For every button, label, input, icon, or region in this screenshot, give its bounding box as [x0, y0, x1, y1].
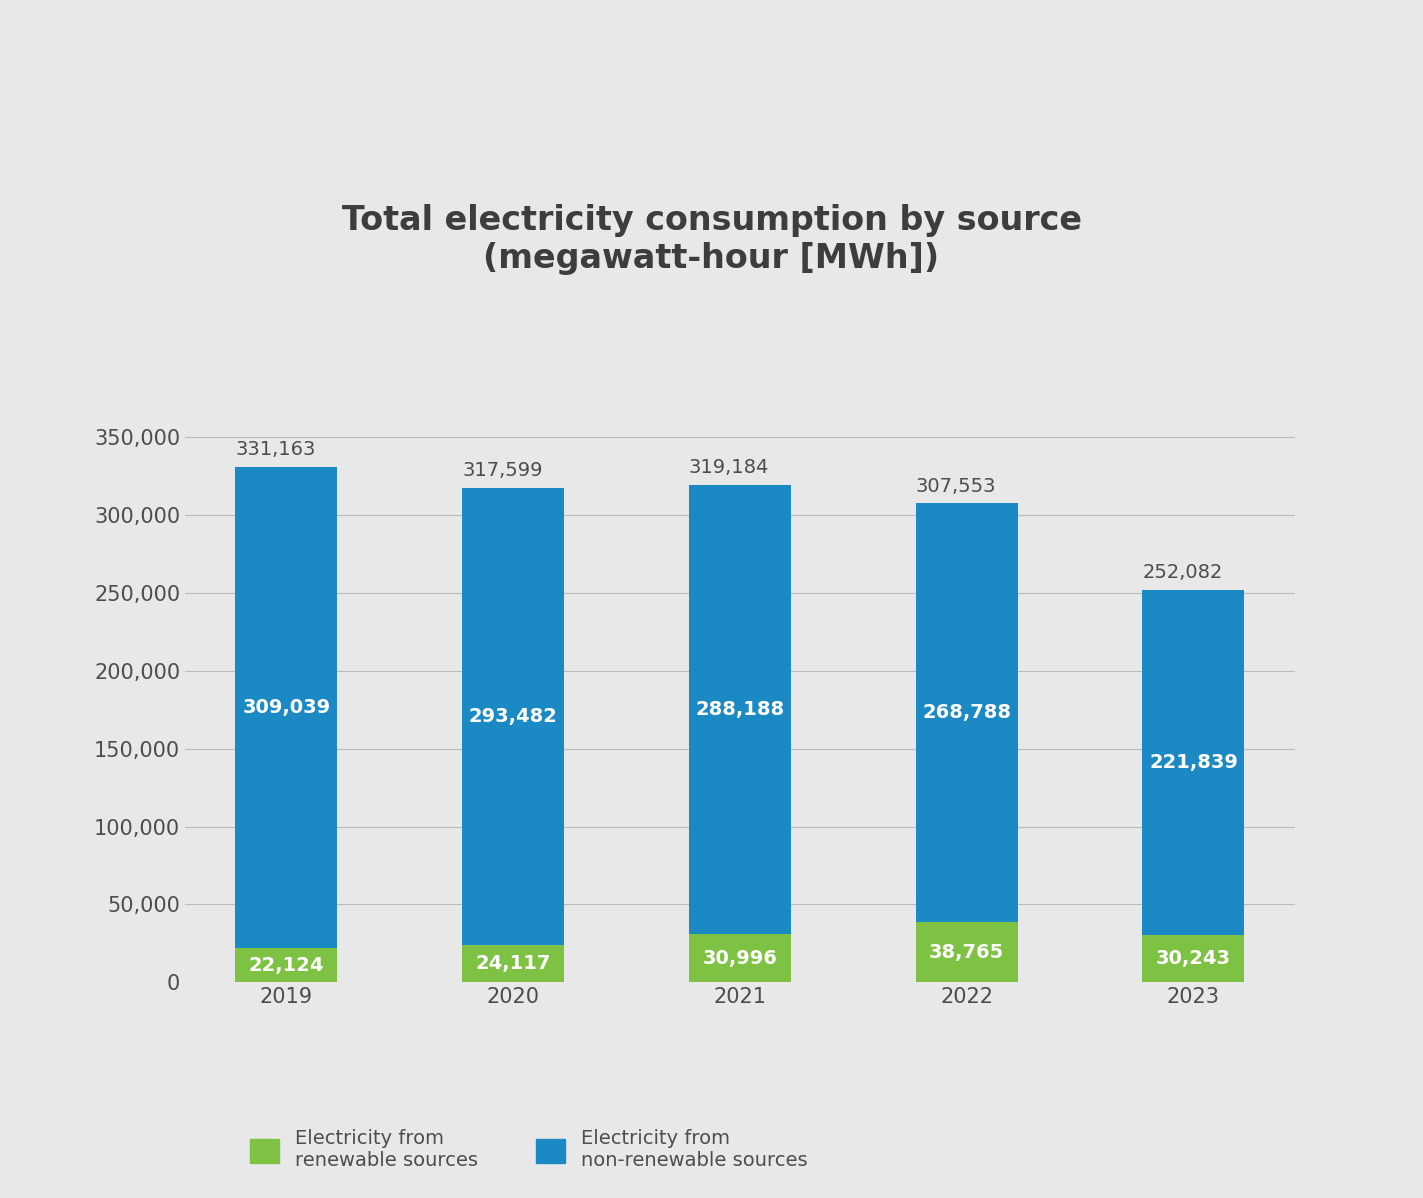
Bar	[235, 948, 337, 982]
Bar	[1143, 589, 1245, 936]
Text: 252,082: 252,082	[1143, 563, 1222, 582]
Bar	[915, 503, 1017, 922]
Text: 293,482: 293,482	[468, 707, 558, 726]
Text: 309,039: 309,039	[242, 697, 330, 716]
Text: 331,163: 331,163	[235, 440, 316, 459]
Text: 317,599: 317,599	[462, 461, 542, 480]
Text: 307,553: 307,553	[915, 477, 996, 496]
Text: 24,117: 24,117	[475, 954, 551, 973]
Bar	[462, 945, 565, 982]
Text: 30,996: 30,996	[703, 949, 777, 968]
Bar	[689, 485, 791, 934]
Text: 268,788: 268,788	[922, 703, 1012, 722]
Legend: Electricity from
renewable sources, Electricity from
non-renewable sources: Electricity from renewable sources, Elec…	[250, 1130, 808, 1170]
Bar	[235, 466, 337, 948]
Bar	[689, 934, 791, 982]
Text: 30,243: 30,243	[1155, 949, 1231, 968]
Bar	[462, 488, 565, 945]
Bar	[1143, 936, 1245, 982]
Text: 38,765: 38,765	[929, 943, 1005, 962]
Text: 319,184: 319,184	[689, 459, 770, 478]
Text: 221,839: 221,839	[1148, 754, 1238, 772]
Bar	[915, 922, 1017, 982]
Text: Total electricity consumption by source
(megawatt-hour [MWh]): Total electricity consumption by source …	[342, 204, 1081, 276]
Text: 288,188: 288,188	[696, 700, 784, 719]
Text: 22,124: 22,124	[249, 956, 324, 975]
